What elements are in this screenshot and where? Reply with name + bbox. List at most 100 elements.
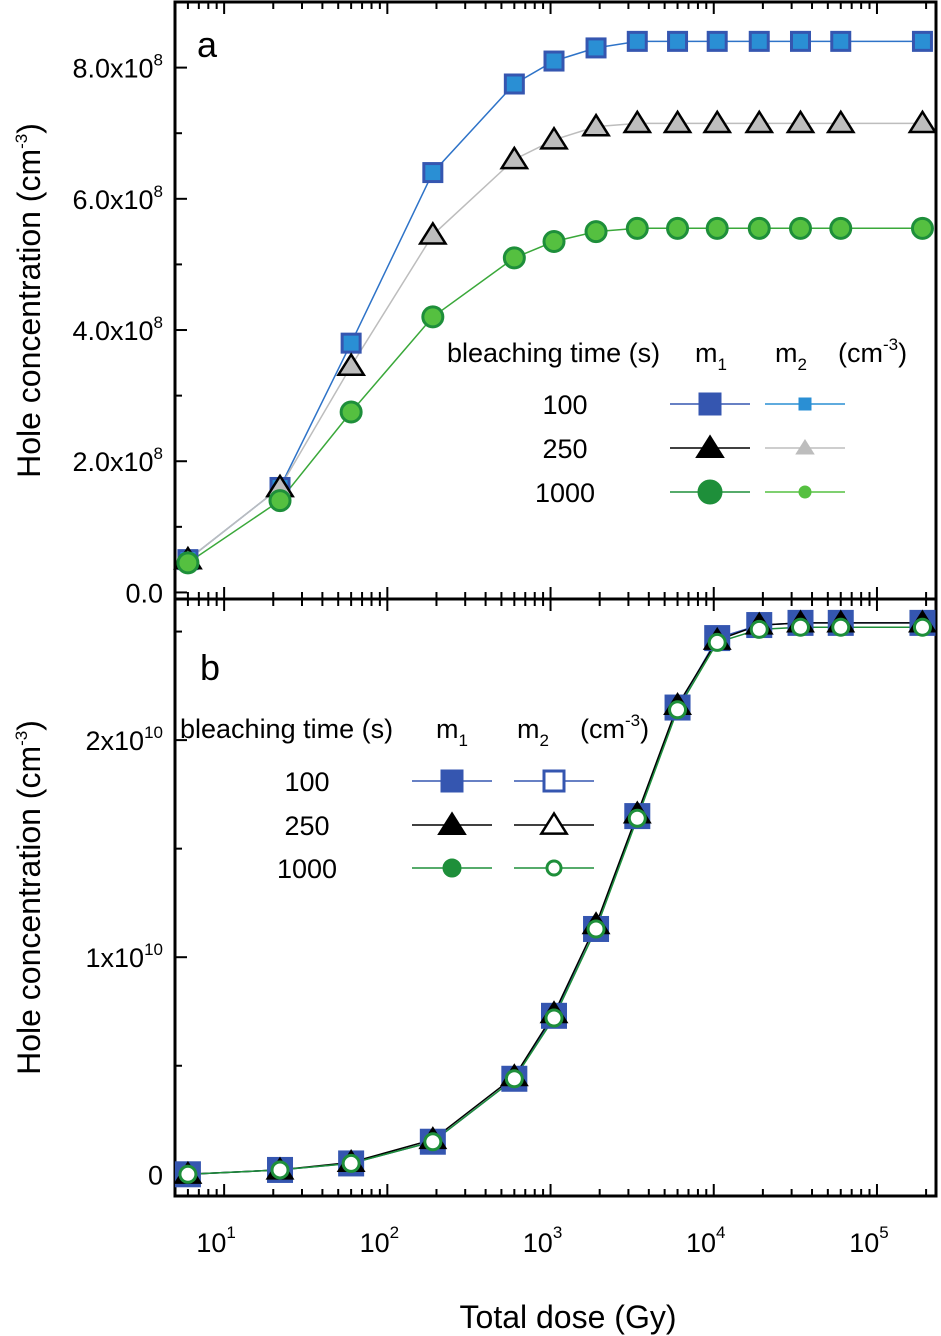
plot-frame <box>173 0 938 601</box>
data-point-circle <box>831 617 851 637</box>
data-point-circle <box>268 489 292 513</box>
data-point-circle <box>788 216 812 240</box>
data-point-triangle <box>417 221 448 245</box>
x-tick-exponent: 5 <box>879 1223 888 1242</box>
legend-unit-main: (cm <box>838 338 883 368</box>
y-tick-mantissa: 8.0x10 <box>72 54 153 84</box>
data-point-square <box>422 162 444 184</box>
y-tick-label: 0 <box>148 1160 163 1190</box>
y-tick-mantissa: 2.0x10 <box>72 447 153 477</box>
legend-m2-heading: m2 <box>517 714 549 750</box>
data-point-circle <box>668 700 688 720</box>
data-point-circle <box>912 617 932 637</box>
data-point-square <box>789 30 811 52</box>
x-tick-exponent: 2 <box>390 1223 399 1242</box>
legend-m1-letter: m <box>436 714 459 744</box>
y-tick-exponent: 8 <box>154 444 163 463</box>
x-tick-label: 105 <box>849 1223 889 1258</box>
data-point-triangle <box>825 109 856 134</box>
y-tick-label: 4.0x108 <box>72 313 163 346</box>
x-tick-exponent: 4 <box>716 1223 725 1242</box>
x-tick-base: 10 <box>196 1228 226 1258</box>
data-point-circle <box>586 919 606 939</box>
legend-m2-marker <box>542 769 566 793</box>
data-point-square <box>748 30 770 52</box>
data-point-triangle <box>539 125 569 150</box>
data-point-triangle <box>744 109 775 134</box>
x-tick-label: 103 <box>523 1223 563 1258</box>
panel-label: b <box>200 647 220 688</box>
legend-header: bleaching time (s) <box>180 714 393 744</box>
legend-m2-sub: 2 <box>798 355 807 374</box>
y-axis-title: Hole concentration (cm-3) <box>11 123 47 478</box>
legend-m2-marker <box>798 485 812 499</box>
legend-m1-letter: m <box>695 338 718 368</box>
panel-label: a <box>197 24 218 65</box>
data-point-circle <box>829 216 853 240</box>
legend-row-label: 1000 <box>535 478 595 508</box>
data-point-triangle <box>622 109 653 134</box>
data-point-square <box>667 30 689 52</box>
legend-m2-heading: m2 <box>775 338 807 374</box>
data-point-circle <box>341 1153 361 1173</box>
legend-m1-heading: m1 <box>436 714 468 750</box>
data-point-circle <box>544 1008 564 1028</box>
legend-m2-letter: m <box>775 338 798 368</box>
data-point-circle <box>542 229 566 253</box>
legend-m2-marker <box>545 859 563 877</box>
y-tick-mantissa: 6.0x10 <box>72 185 153 215</box>
legend-m2-letter: m <box>517 714 540 744</box>
data-point-triangle <box>907 109 938 134</box>
data-point-square <box>503 73 525 95</box>
series-line-100 <box>187 622 923 1176</box>
data-point-circle <box>790 617 810 637</box>
data-point-triangle <box>581 112 611 137</box>
x-tick-label: 101 <box>196 1223 236 1258</box>
legend-row-label: 250 <box>284 811 329 841</box>
data-point-circle <box>421 305 445 329</box>
legend-m2-marker <box>798 397 812 411</box>
x-tick-base: 10 <box>686 1228 716 1258</box>
legend-unit: (cm-3) <box>838 335 907 368</box>
x-tick-label: 104 <box>686 1223 726 1258</box>
x-axis-title: Total dose (Gy) <box>460 1299 677 1335</box>
x-tick-label: 102 <box>360 1223 400 1258</box>
y-axis-title-end: ) <box>11 123 47 134</box>
data-point-square <box>911 30 933 52</box>
data-point-circle <box>423 1132 443 1152</box>
legend-m1-marker <box>440 769 464 793</box>
legend-m1-heading: m1 <box>695 338 727 374</box>
y-axis-title-main: Hole concentration (cm <box>11 149 47 478</box>
legend-m1-sub: 1 <box>459 731 468 750</box>
legend-unit-sup: -3 <box>883 335 898 354</box>
y-axis-title-main: Hole concentration (cm <box>11 746 47 1075</box>
y-tick-mantissa: 2x10 <box>86 726 145 756</box>
legend-unit-end: ) <box>640 714 649 744</box>
y-tick-label: 2x1010 <box>86 723 163 756</box>
x-tick-base: 10 <box>360 1228 390 1258</box>
data-point-triangle <box>336 352 367 376</box>
legend-m2-sub: 2 <box>540 731 549 750</box>
data-point-circle <box>504 1069 524 1089</box>
data-point-square <box>543 50 565 72</box>
y-tick-label: 8.0x108 <box>72 51 163 84</box>
y-tick-mantissa: 0 <box>148 1160 163 1190</box>
y-tick-exponent: 8 <box>154 51 163 70</box>
y-tick-mantissa: 1x10 <box>86 943 145 973</box>
legend-unit-main: (cm <box>580 714 625 744</box>
data-point-square <box>706 30 728 52</box>
data-point-circle <box>747 216 771 240</box>
y-tick-exponent: 10 <box>144 940 163 959</box>
legend-unit: (cm-3) <box>580 711 649 744</box>
y-tick-exponent: 10 <box>144 723 163 742</box>
x-tick-exponent: 1 <box>226 1223 235 1242</box>
data-point-triangle <box>785 109 816 134</box>
y-axis-title-sup: -3 <box>12 731 31 746</box>
legend-row-label: 100 <box>542 390 587 420</box>
data-point-circle <box>584 220 608 244</box>
data-point-circle <box>178 1164 198 1184</box>
y-tick-label: 0.0 <box>125 578 163 608</box>
